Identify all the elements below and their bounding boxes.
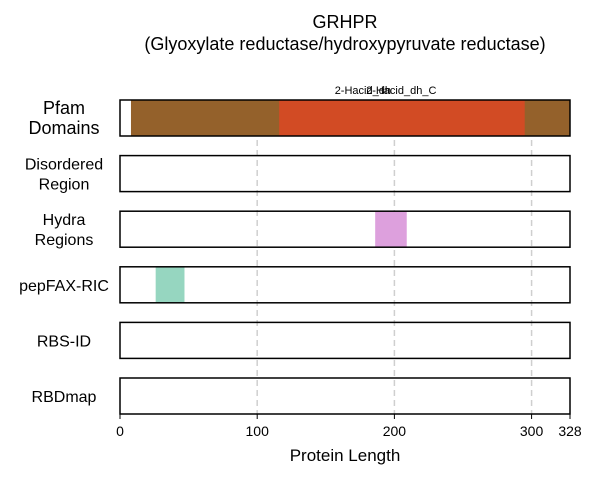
track-row: pepFAX-RIC	[19, 266, 571, 304]
track-frame	[119, 321, 571, 360]
tracks: Pfam Domains 2-Hacid_dh2-Hacid_dh_C Disorde…	[19, 85, 571, 415]
x-tick-label: 100	[246, 423, 270, 439]
x-axis-label: Protein Length	[290, 446, 401, 465]
x-axis: 0 100 200 300 328	[116, 414, 582, 439]
track-label-line: Hydra	[43, 212, 86, 229]
track-label-line: Disordered	[25, 157, 103, 174]
track-label: pepFAX-RIC	[19, 278, 109, 295]
x-tick-label: 300	[520, 423, 544, 439]
track-row: RBS-ID	[37, 321, 571, 360]
track-label-line: Regions	[35, 232, 94, 249]
domain-segment	[375, 211, 407, 248]
track-label: RBS-ID	[37, 333, 91, 350]
track-label-line: Pfam	[43, 98, 85, 118]
track-label: Pfam Domains	[28, 98, 99, 138]
domain-label: 2-Hacid_dh	[335, 85, 391, 97]
x-tick-label: 200	[383, 423, 407, 439]
chart-title: GRHPR	[312, 12, 377, 32]
domain-label: 2-Hacid_dh_C	[366, 85, 436, 97]
track-label-line: Region	[39, 177, 90, 194]
track-frame	[119, 99, 571, 137]
track-label: RBDmap	[32, 389, 97, 406]
track-frame	[119, 266, 571, 304]
chart-subtitle: (Glyoxylate reductase/hydroxypyruvate re…	[144, 34, 545, 54]
track-label: Hydra Regions	[35, 212, 94, 249]
track-row: Hydra Regions	[35, 210, 571, 249]
track-frame	[119, 154, 571, 193]
grid-lines	[256, 100, 533, 414]
track-label-line: Domains	[28, 118, 99, 138]
track-row: Disordered Region	[25, 154, 571, 194]
track-label-line: RBDmap	[32, 389, 97, 406]
track-frame	[119, 377, 571, 415]
track-label-line: RBS-ID	[37, 333, 91, 350]
track-label-line: pepFAX-RIC	[19, 278, 109, 295]
domain-segment	[279, 100, 525, 136]
x-tick-label: 328	[558, 423, 582, 439]
track-label: Disordered Region	[25, 157, 103, 194]
domain-segment	[155, 266, 185, 303]
track-row: RBDmap	[32, 377, 571, 415]
track-frame	[119, 210, 571, 248]
x-tick-label: 0	[116, 423, 124, 439]
track-row: Pfam Domains 2-Hacid_dh2-Hacid_dh_C	[28, 85, 571, 138]
